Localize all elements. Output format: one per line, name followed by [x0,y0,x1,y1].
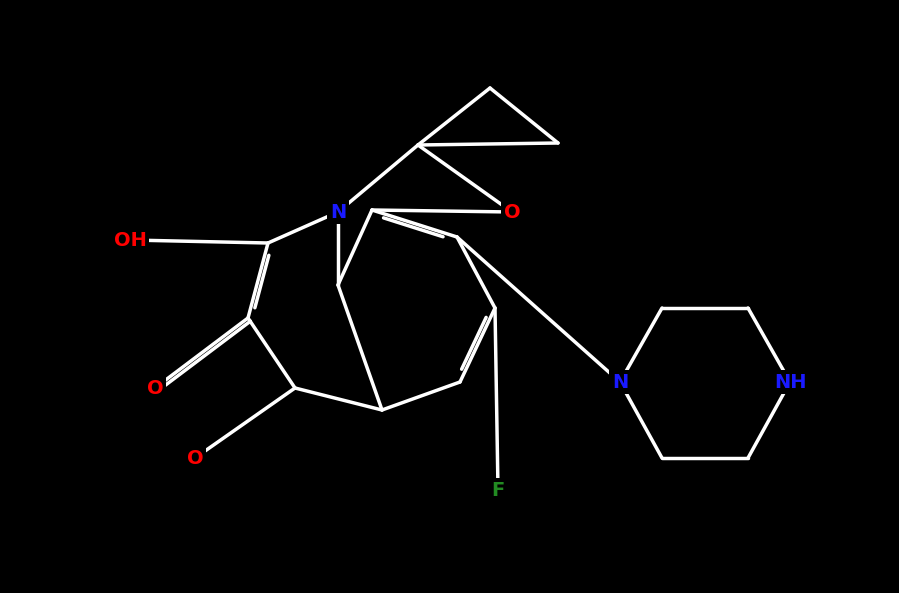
Text: N: N [330,202,346,222]
Text: N: N [612,372,628,391]
Text: O: O [503,202,521,222]
Text: NH: NH [774,372,806,391]
Text: O: O [147,378,164,397]
Text: O: O [187,448,203,467]
Text: F: F [492,480,504,499]
Text: OH: OH [113,231,147,250]
